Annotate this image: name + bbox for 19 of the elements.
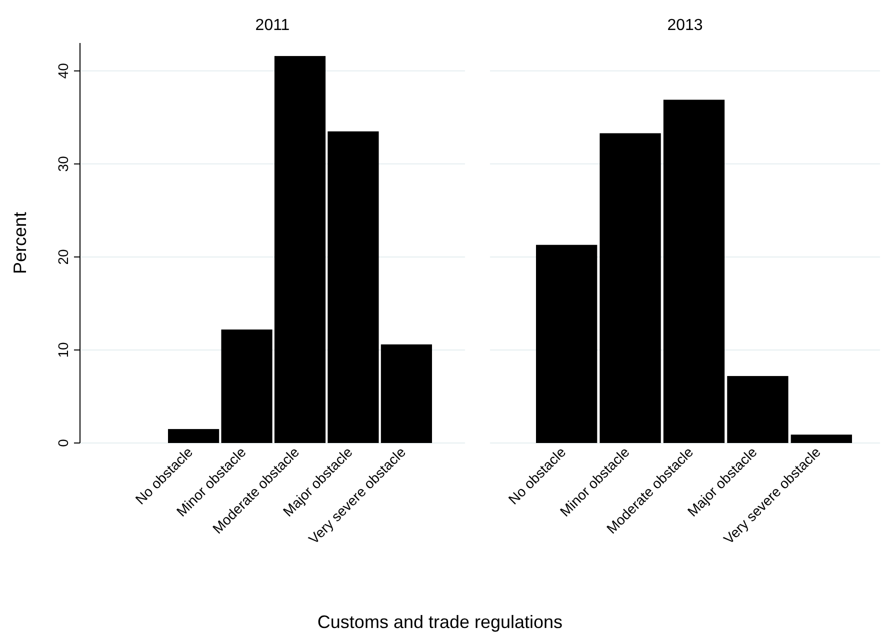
bar bbox=[790, 434, 852, 443]
bar bbox=[221, 330, 272, 443]
y-tick-label: 10 bbox=[55, 342, 71, 358]
chart-title: 2013 bbox=[667, 17, 703, 34]
bar bbox=[168, 429, 220, 443]
y-axis-title: Percent bbox=[10, 212, 30, 274]
chart-title: 2011 bbox=[255, 17, 290, 34]
bar bbox=[328, 131, 379, 443]
bar bbox=[536, 244, 598, 443]
bar bbox=[663, 100, 725, 443]
y-tick-label: 0 bbox=[55, 438, 71, 447]
bar bbox=[274, 56, 326, 443]
y-tick-label: 30 bbox=[55, 156, 71, 172]
bar bbox=[600, 133, 661, 443]
y-tick-label: 20 bbox=[55, 248, 71, 265]
bar bbox=[380, 344, 432, 443]
x-axis-title: Customs and trade regulations bbox=[317, 612, 563, 632]
bar bbox=[727, 376, 788, 443]
y-tick-label: 40 bbox=[55, 62, 71, 79]
